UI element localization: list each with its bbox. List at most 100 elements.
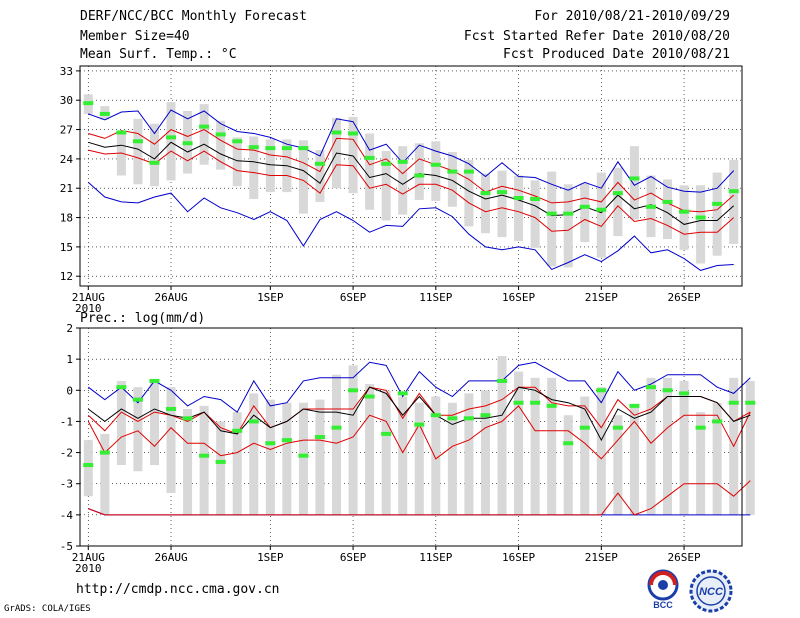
member-mark [695,425,706,430]
spread-box [414,143,424,200]
fcst-produced-date: Fcst Produced Date 2010/08/21 [503,47,730,62]
source-url[interactable]: http://cmdp.ncc.cma.gov.cn [76,582,280,597]
spread-box [679,380,689,515]
member-mark [215,132,226,137]
member-mark [348,388,359,393]
x-tick-label: 6SEP [340,551,367,564]
spread-box [745,380,755,515]
member-mark [381,161,392,166]
member-mark [596,388,607,393]
spread-box [547,171,557,267]
spread-box [315,399,325,515]
spread-box [447,152,457,207]
x-tick-label: 1SEP [257,551,284,564]
member-mark [116,130,127,135]
member-mark [248,145,259,150]
y-tick-label: -3 [60,478,73,491]
y-tick-label: 18 [60,212,73,225]
spread-box [249,393,259,515]
member-mark [728,400,739,405]
spread-box [381,390,391,515]
member-mark [331,425,342,430]
member-mark [149,160,160,165]
spread-box [629,146,639,220]
member-mark [397,391,408,396]
y-tick-label: 30 [60,94,73,107]
ensemble-mean-line [88,141,735,225]
member-mark [83,101,94,106]
spread-box [480,173,490,234]
member-mark [166,406,177,411]
spread-box [530,180,540,248]
member-mark [265,441,276,446]
y-tick-label: 2 [66,322,73,335]
x-tick-label: 26SEP [668,291,701,304]
spread-box [232,137,242,187]
grads-credit: GrADS: COLA/IGES [4,604,91,614]
y-tick-label: 24 [60,153,74,166]
spread-box [646,377,656,515]
x-tick-label: 16SEP [502,551,535,564]
ensemble-mean-line [87,386,751,442]
bcc-logo: BCC [647,569,679,610]
member-mark [662,388,673,393]
member-mark [629,403,640,408]
spread-box [315,150,325,202]
panel-frame [79,327,743,547]
member-mark [563,441,574,446]
member-mark [463,169,474,174]
x-tick-label: 21SEP [585,551,618,564]
spread-box [514,175,524,242]
member-mark [579,204,590,209]
min-red-line [88,480,751,516]
member-mark [364,155,375,160]
member-mark [530,400,541,405]
spread-box [199,405,209,515]
member-mark [281,146,292,151]
spread-box [480,390,490,515]
x-tick-label: 6SEP [340,291,367,304]
member-mark [513,196,524,200]
spread-box [249,136,259,199]
member-mark [579,425,590,430]
max-line [87,361,751,413]
spread-box [232,412,242,515]
spread-box [663,377,673,515]
spread-box [696,412,706,515]
member-mark [695,215,706,220]
member-mark [364,394,375,399]
member-mark [546,211,557,216]
member-mark [381,431,392,436]
spread-box [563,415,573,515]
member-mark [728,189,739,194]
spread-box [83,440,93,497]
member-mark [497,190,508,195]
member-mark [463,416,474,421]
y-tick-label: 0 [66,384,73,397]
member-mark [331,130,342,135]
spread-box [464,393,474,515]
member-mark [265,146,276,151]
member-mark [414,422,425,427]
member-mark [645,204,656,209]
member-mark [166,135,177,140]
spread-box [166,387,176,494]
spread-box [712,172,722,256]
spread-box [431,141,441,201]
spread-box [282,402,292,515]
spread-box [729,159,739,244]
spread-box [398,146,408,215]
spread-box [116,132,126,176]
member-mark [182,416,193,421]
spread-box [216,421,226,515]
member-mark [99,450,110,455]
member-mark [414,173,425,178]
member-mark [596,207,607,212]
member-mark [99,111,110,116]
spread-box [596,387,606,515]
chart-title: DERF/NCC/BCC Monthly Forecast [80,9,307,24]
member-mark [232,428,243,433]
